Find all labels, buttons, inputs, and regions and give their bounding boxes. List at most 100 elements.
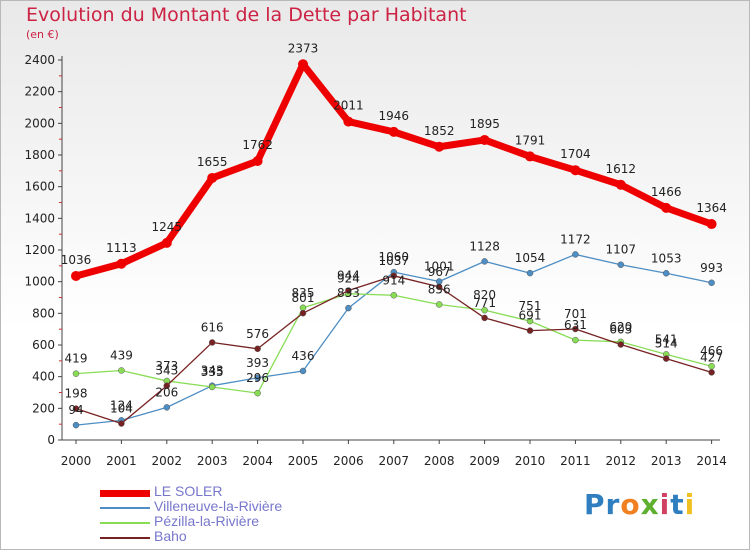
- data-label: 1852: [424, 124, 455, 138]
- data-label: 198: [65, 387, 88, 401]
- legend-label: Villeneuve-la-Rivière: [154, 498, 283, 514]
- x-tick-label: 2000: [61, 454, 92, 468]
- x-tick-label: 2006: [333, 454, 364, 468]
- data-label: 94: [68, 403, 83, 417]
- x-tick-label: 2001: [106, 454, 137, 468]
- data-label: 1053: [651, 251, 682, 265]
- logo-letter: t: [670, 488, 685, 521]
- data-label: 631: [564, 318, 587, 332]
- data-label: 967: [428, 265, 451, 279]
- x-tick-label: 2014: [696, 454, 727, 468]
- data-point: [615, 179, 626, 190]
- data-point: [118, 420, 125, 427]
- data-point: [252, 156, 263, 167]
- data-point: [526, 327, 534, 334]
- data-point: [525, 151, 535, 162]
- data-label: 1791: [515, 133, 546, 147]
- data-point: [662, 270, 670, 277]
- data-label: 835: [292, 286, 315, 300]
- y-tick-label: 2200: [24, 85, 55, 99]
- data-point: [254, 374, 261, 382]
- data-label: 1113: [106, 241, 137, 255]
- data-label: 541: [655, 332, 678, 346]
- data-point: [208, 383, 216, 391]
- data-label: 833: [337, 286, 360, 300]
- data-label: 419: [65, 352, 88, 366]
- legend-swatch: [100, 489, 150, 497]
- data-point: [706, 219, 717, 230]
- data-label: 466: [700, 344, 723, 358]
- data-label: 373: [155, 359, 178, 373]
- data-label: 1060: [379, 250, 410, 264]
- x-tick-label: 2013: [651, 454, 682, 468]
- data-point: [708, 279, 715, 287]
- data-point: [434, 141, 445, 152]
- data-label: 701: [564, 307, 587, 321]
- y-tick-label: 2000: [24, 116, 55, 130]
- legend-swatch: [100, 537, 150, 539]
- data-label: 1107: [606, 243, 637, 257]
- data-point: [617, 341, 625, 348]
- x-tick-label: 2005: [288, 454, 319, 468]
- legend-label: Baho: [154, 528, 187, 544]
- data-label: 296: [246, 371, 269, 385]
- data-point: [572, 325, 579, 333]
- data-label: 1037: [379, 254, 410, 268]
- data-label: 343: [155, 364, 178, 378]
- data-point: [343, 116, 354, 127]
- data-point: [435, 283, 443, 291]
- logo-letter: i: [684, 488, 696, 521]
- data-point: [72, 405, 80, 412]
- x-tick-label: 2007: [379, 454, 410, 468]
- data-point: [390, 292, 398, 299]
- x-tick-label: 2009: [469, 454, 500, 468]
- data-point: [572, 336, 579, 344]
- data-label: 924: [337, 272, 360, 286]
- y-tick-label: 0: [47, 433, 55, 447]
- logo-letter: x: [640, 488, 660, 521]
- y-tick-label: 1200: [24, 243, 55, 257]
- data-label: 1054: [515, 251, 546, 265]
- data-point: [526, 269, 534, 277]
- data-label: 944: [337, 269, 360, 283]
- data-point: [71, 270, 81, 281]
- data-label: 620: [609, 320, 632, 334]
- data-point: [481, 258, 488, 265]
- data-point: [435, 301, 443, 308]
- data-label: 1036: [61, 253, 92, 267]
- data-point: [481, 306, 488, 314]
- y-tick-label: 400: [32, 370, 55, 384]
- legend-swatch: [100, 507, 150, 509]
- legend-label: Pézilla-la-Rivière: [154, 513, 260, 529]
- data-point: [254, 389, 261, 397]
- y-tick-label: 2400: [24, 53, 55, 67]
- data-label: 427: [700, 350, 723, 364]
- y-tick-label: 1400: [24, 211, 55, 225]
- data-point: [163, 382, 171, 389]
- logo-letter: i: [659, 488, 671, 521]
- data-label: 1128: [469, 239, 500, 253]
- data-label: 393: [246, 356, 269, 370]
- y-tick-label: 1800: [24, 148, 55, 162]
- data-label: 1612: [606, 162, 637, 176]
- data-label: 436: [292, 349, 315, 363]
- data-label: 124: [110, 398, 133, 412]
- data-label: 1364: [696, 201, 727, 215]
- data-label: 1704: [560, 147, 591, 161]
- data-point: [299, 367, 307, 375]
- data-label: 1655: [197, 155, 228, 169]
- data-label: 1895: [469, 117, 500, 131]
- data-label: 820: [473, 288, 496, 302]
- legend-label: LE SOLER: [154, 483, 223, 499]
- proxiti-logo: Proxiti: [584, 488, 695, 521]
- data-point: [708, 369, 715, 376]
- data-label: 856: [428, 282, 451, 296]
- data-label: 1172: [560, 232, 591, 246]
- data-point: [526, 317, 534, 325]
- data-label: 603: [609, 323, 632, 337]
- data-label: 2373: [288, 41, 319, 55]
- data-point: [254, 345, 261, 353]
- data-point: [116, 258, 127, 269]
- data-point: [572, 251, 579, 258]
